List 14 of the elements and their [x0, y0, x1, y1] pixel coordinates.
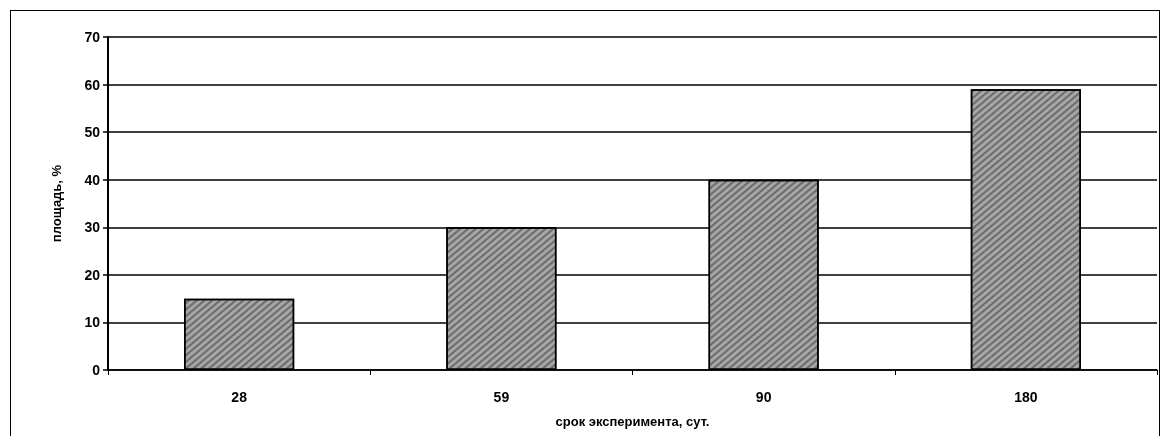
y-tick-label: 30: [84, 219, 101, 236]
x-axis-title: срок эксперимента, сут.: [555, 414, 710, 429]
y-tick-label: 60: [84, 76, 101, 93]
y-tick-label: 20: [84, 266, 101, 283]
x-tick-label: 28: [231, 389, 248, 405]
y-tick-label: 40: [84, 171, 101, 188]
x-tick-label: 90: [755, 389, 772, 405]
y-tick-label: 70: [84, 29, 101, 45]
y-tick-label: 50: [84, 124, 101, 141]
y-axis-title: площадь, %: [49, 164, 64, 243]
x-tick-label: 180: [1014, 389, 1038, 405]
x-tick-label: 59: [493, 389, 510, 405]
y-tick-label: 10: [84, 314, 101, 331]
y-tick-label: 0: [92, 362, 101, 378]
